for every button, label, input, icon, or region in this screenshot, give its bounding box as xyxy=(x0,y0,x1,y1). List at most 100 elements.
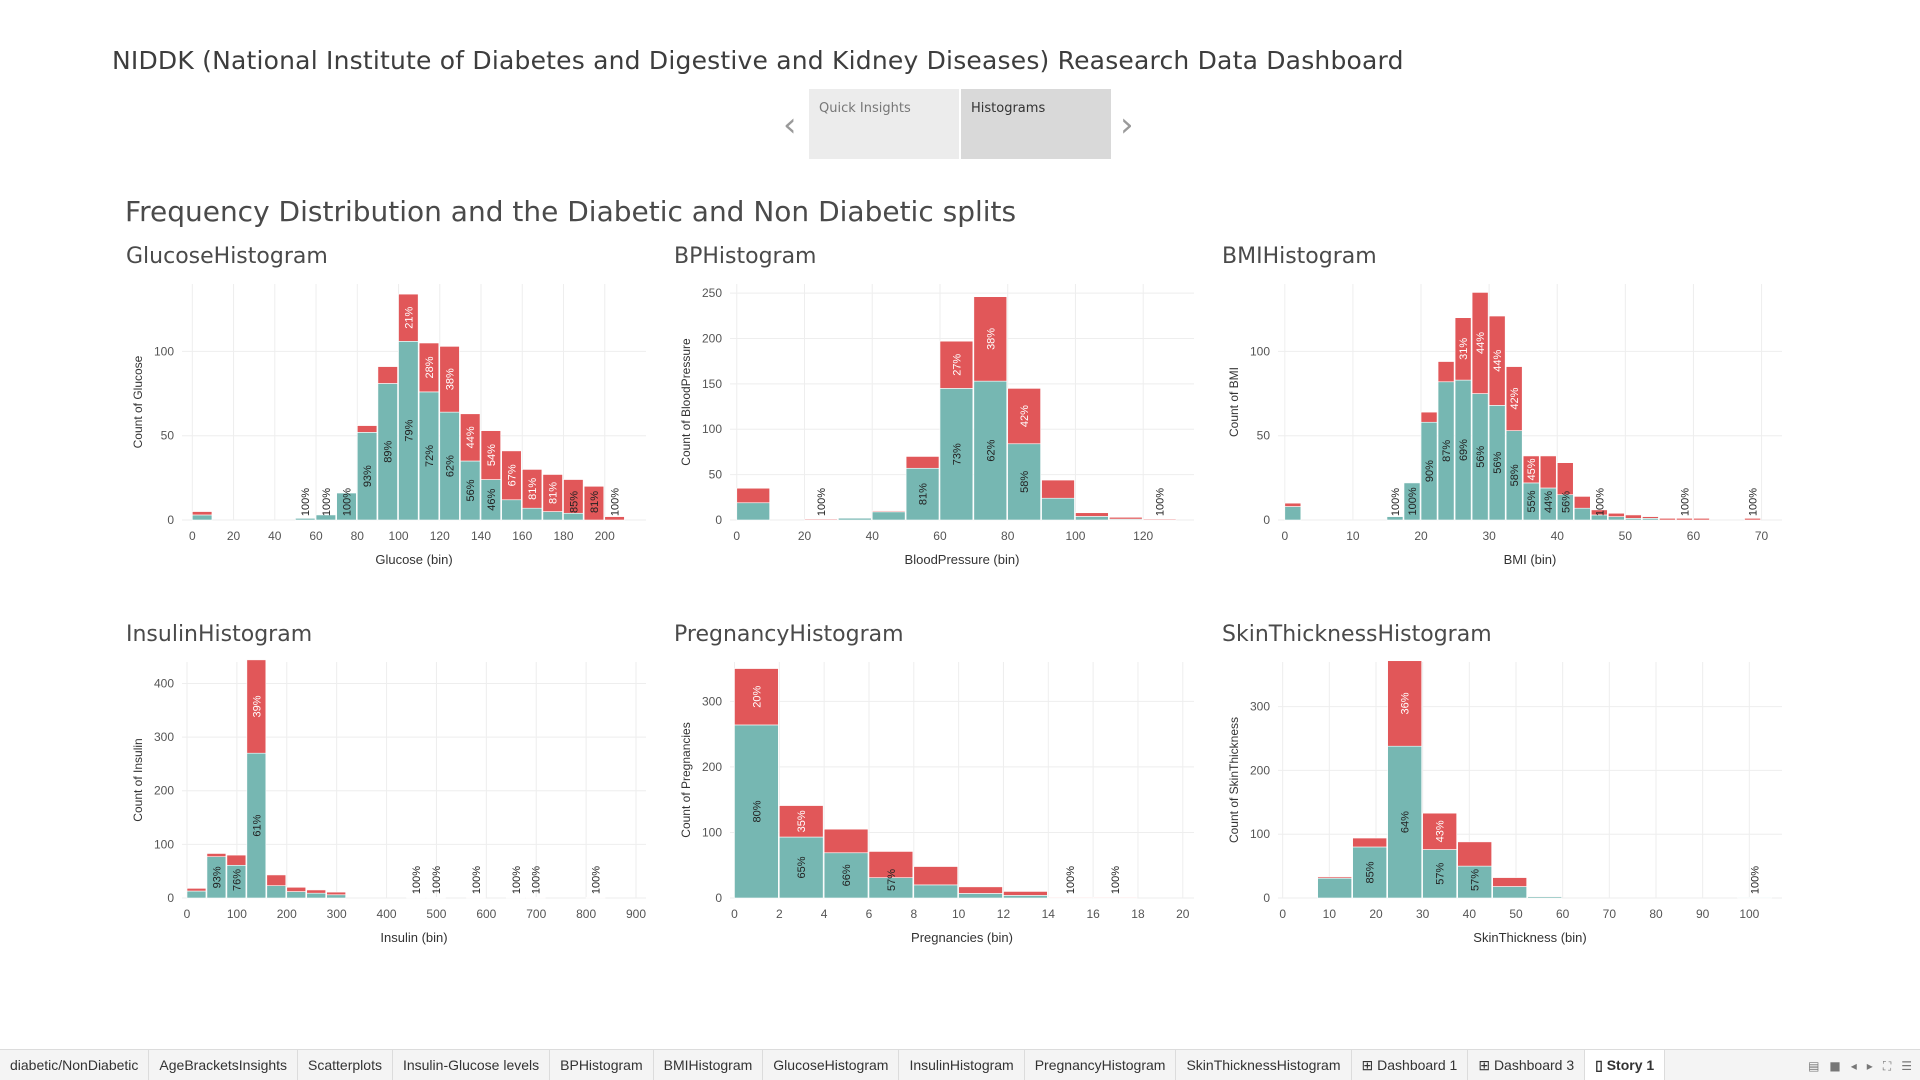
bottom-controls: ▤ ■ ◂ ▸ ⛶ ☰ xyxy=(1808,1059,1912,1074)
bar-diabetic xyxy=(1092,897,1138,899)
bar-diabetic xyxy=(542,474,563,512)
y-tick-label: 100 xyxy=(702,422,722,436)
y-tick-label: 300 xyxy=(702,694,722,708)
bar-percent-label: 100% xyxy=(300,488,312,516)
bar-percent-label: 44% xyxy=(1492,349,1504,371)
bar-percent-label: 20% xyxy=(751,686,763,708)
bar-percent-label: 21% xyxy=(403,306,415,328)
bar-non-diabetic xyxy=(1317,877,1352,899)
bar-non-diabetic xyxy=(406,897,426,899)
y-tick-label: 100 xyxy=(1250,344,1270,358)
menu-icon[interactable]: ☰ xyxy=(1901,1059,1912,1073)
sheet-tab-scatterplots[interactable]: Scatterplots xyxy=(298,1050,393,1080)
story-point-histograms[interactable]: Histograms xyxy=(961,89,1111,159)
sheet-tab-dashboard-3[interactable]: ⊞ Dashboard 3 xyxy=(1468,1050,1586,1080)
x-tick-label: 4 xyxy=(821,907,828,921)
bar-non-diabetic xyxy=(336,492,357,521)
x-tick-label: 40 xyxy=(268,529,282,543)
bar-non-diabetic xyxy=(823,852,869,899)
sheet-tab-story-1[interactable]: ▯ Story 1 xyxy=(1585,1050,1666,1080)
sheet-tab-agebracketsinsights[interactable]: AgeBracketsInsights xyxy=(149,1050,299,1080)
bar-diabetic xyxy=(226,854,247,866)
bmi-histogram-svg: 0 10 20 30 40 50 60 70 0 50 100 BMI (bin) Count of B… xyxy=(1227,284,1782,567)
x-tick-label: 20 xyxy=(798,529,812,543)
bar-percent-label: 56% xyxy=(1492,451,1504,473)
x-tick-label: 10 xyxy=(952,907,966,921)
fullscreen-icon[interactable]: ⛶ xyxy=(1882,1059,1892,1073)
bar-non-diabetic xyxy=(905,467,940,521)
bar-percent-label: 85% xyxy=(568,491,580,513)
bar-percent-label: 36% xyxy=(1400,692,1412,714)
glucose-histogram-svg: 0 20 40 60 80 100 120 140 160 180 200 0 50 100 Glucose… xyxy=(131,284,646,567)
bar-percent-label: 100% xyxy=(471,866,483,894)
bar-percent-label: 73% xyxy=(951,443,963,465)
bar-diabetic xyxy=(1003,891,1048,896)
sheet-list-icon[interactable]: ▤ xyxy=(1808,1059,1820,1073)
sheet-tab-pregnancyhistogram[interactable]: PregnancyHistogram xyxy=(1025,1050,1177,1080)
bar-non-diabetic xyxy=(326,894,346,899)
story-point-quick-insights[interactable]: Quick Insights xyxy=(809,89,959,159)
bar-diabetic xyxy=(604,516,625,521)
bar-non-diabetic xyxy=(426,897,446,899)
bar-diabetic xyxy=(460,413,481,462)
bar-diabetic xyxy=(1556,462,1574,496)
bar-diabetic xyxy=(1522,455,1540,484)
bar-diabetic xyxy=(563,479,584,514)
sheet-tab-insulin-glucose[interactable]: Insulin-Glucose levels xyxy=(393,1050,551,1080)
bar-percent-label: 58% xyxy=(1509,464,1521,486)
x-axis-label: BloodPressure (bin) xyxy=(905,552,1020,567)
y-tick-label: 100 xyxy=(1250,827,1270,841)
x-axis-label: BMI (bin) xyxy=(1504,552,1557,567)
bar-percent-label: 69% xyxy=(1458,439,1470,461)
bar-percent-label: 100% xyxy=(591,866,603,894)
bar-diabetic xyxy=(1659,518,1676,521)
bar-non-diabetic xyxy=(734,724,779,899)
sheet-tab-bphistogram[interactable]: BPHistogram xyxy=(550,1050,654,1080)
x-axis-label: Insulin (bin) xyxy=(380,930,447,945)
sheet-tab-skinthicknesshistogram[interactable]: SkinThicknessHistogram xyxy=(1176,1050,1352,1080)
bar-diabetic xyxy=(1573,496,1591,509)
bar-percent-label: 89% xyxy=(383,441,395,463)
chart-title: PregnancyHistogram xyxy=(674,622,904,647)
bar-diabetic xyxy=(1007,388,1041,445)
bar-diabetic xyxy=(326,891,346,896)
sheet-tab-insulinhistogram[interactable]: InsulinHistogram xyxy=(899,1050,1025,1080)
sheet-tab-glucosehistogram[interactable]: GlucoseHistogram xyxy=(763,1050,900,1080)
bar-non-diabetic xyxy=(736,502,770,521)
chart-title: GlucoseHistogram xyxy=(126,244,328,269)
next-sheet-icon[interactable]: ▸ xyxy=(1866,1059,1873,1073)
y-tick-label: 100 xyxy=(702,825,722,839)
section-title: Frequency Distribution and the Diabetic … xyxy=(125,195,1017,228)
x-tick-label: 80 xyxy=(351,529,365,543)
x-tick-label: 20 xyxy=(227,529,241,543)
chevron-right-icon[interactable]: › xyxy=(1120,105,1134,145)
prev-sheet-icon[interactable]: ◂ xyxy=(1850,1059,1857,1073)
bar-percent-label: 100% xyxy=(1594,488,1606,516)
sheet-tab-diabetic-nondiabetic[interactable]: diabetic/NonDiabetic xyxy=(0,1050,150,1080)
sheet-tab-bmihistogram[interactable]: BMIHistogram xyxy=(654,1050,764,1080)
chevron-left-icon[interactable]: ‹ xyxy=(783,105,797,145)
y-axis-label: Count of BloodPressure xyxy=(679,338,693,466)
x-tick-label: 300 xyxy=(327,907,347,921)
y-tick-label: 300 xyxy=(1250,700,1270,714)
sheet-tab-dashboard-1[interactable]: ⊞ Dashboard 1 xyxy=(1352,1050,1469,1080)
x-tick-label: 200 xyxy=(595,529,615,543)
bar-diabetic xyxy=(1454,317,1472,381)
x-tick-label: 18 xyxy=(1131,907,1145,921)
x-tick-label: 70 xyxy=(1755,529,1769,543)
x-tick-label: 600 xyxy=(476,907,496,921)
filmstrip-icon[interactable]: ■ xyxy=(1829,1059,1841,1073)
bar-diabetic xyxy=(306,889,326,894)
bar-percent-label: 100% xyxy=(411,866,423,894)
bar-non-diabetic xyxy=(913,884,958,899)
bar-diabetic xyxy=(1142,518,1177,521)
bar-diabetic xyxy=(736,487,770,504)
bar-non-diabetic xyxy=(939,388,974,521)
x-tick-label: 0 xyxy=(731,907,738,921)
grid-icon: ⊞ xyxy=(1361,1057,1378,1073)
y-tick-label: 250 xyxy=(702,286,722,300)
y-tick-label: 200 xyxy=(154,784,174,798)
x-tick-label: 16 xyxy=(1086,907,1100,921)
bar-percent-label: 44% xyxy=(1543,491,1555,513)
sheet-tab-label: AgeBracketsInsights xyxy=(159,1057,288,1073)
